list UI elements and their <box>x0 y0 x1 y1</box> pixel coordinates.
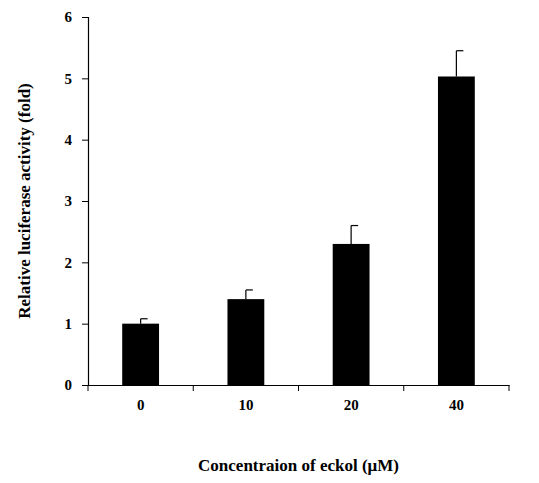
category-boundary-tick <box>88 385 89 391</box>
category-boundary-tick <box>193 385 194 391</box>
category-boundaries <box>88 385 509 391</box>
error-stem <box>140 319 141 324</box>
category-boundary-tick <box>509 385 510 391</box>
plot: 0 1 2 3 4 5 6 0 10 20 40 <box>65 9 510 412</box>
y-tick: 6 <box>65 9 89 25</box>
x-tick: 0 <box>137 385 145 413</box>
y-tick-mark <box>82 78 88 79</box>
error-bar <box>246 290 253 299</box>
y-axis-title: Relative luciferase activity (fold) <box>15 83 34 319</box>
y-tick: 4 <box>65 132 89 148</box>
error-cap <box>246 289 253 290</box>
marks <box>122 51 475 385</box>
y-tick-mark <box>82 324 88 325</box>
y-tick: 1 <box>65 316 89 332</box>
bar <box>438 76 475 385</box>
y-axis: 0 1 2 3 4 5 6 <box>65 9 89 393</box>
x-axis: 0 10 20 40 <box>88 385 510 413</box>
y-tick-mark <box>82 201 88 202</box>
x-tick-label: 40 <box>449 397 464 413</box>
y-tick-label: 3 <box>65 193 73 209</box>
bar <box>227 299 264 385</box>
chart: 0 1 2 3 4 5 6 0 10 20 40 Concentraion of eckol (μM)… <box>0 0 539 483</box>
x-tick: 20 <box>344 385 359 413</box>
y-tick-label: 0 <box>65 377 73 393</box>
x-tick: 10 <box>238 385 253 413</box>
error-stem <box>351 226 352 244</box>
y-tick-mark <box>82 17 88 18</box>
y-tick-mark <box>82 140 88 141</box>
y-tick-mark <box>82 385 88 386</box>
error-cap <box>456 50 463 51</box>
x-tick-label: 10 <box>238 397 253 413</box>
x-tick: 40 <box>449 385 464 413</box>
x-tick-label: 20 <box>344 397 359 413</box>
category-boundary-tick <box>298 385 299 391</box>
error-bar <box>351 226 358 244</box>
bar <box>333 244 370 385</box>
x-axis-title: Concentraion of eckol (μM) <box>198 456 399 475</box>
y-tick: 0 <box>65 377 89 393</box>
y-tick-label: 4 <box>65 132 73 148</box>
y-tick-label: 2 <box>65 255 73 271</box>
y-tick: 2 <box>65 255 89 271</box>
error-bar <box>456 51 463 77</box>
y-tick-mark <box>82 262 88 263</box>
error-cap <box>351 225 358 226</box>
y-tick-label: 1 <box>65 316 73 332</box>
y-tick: 3 <box>65 193 89 209</box>
y-axis-line <box>82 18 89 386</box>
error-cap <box>141 318 148 319</box>
error-stem <box>456 51 457 77</box>
category-boundary-tick <box>403 385 404 391</box>
y-tick: 5 <box>65 71 89 87</box>
y-tick-label: 6 <box>65 9 73 25</box>
bar <box>122 324 159 385</box>
error-bar <box>141 319 148 324</box>
y-tick-label: 5 <box>65 71 73 87</box>
error-stem <box>245 290 246 299</box>
x-tick-label: 0 <box>137 397 145 413</box>
